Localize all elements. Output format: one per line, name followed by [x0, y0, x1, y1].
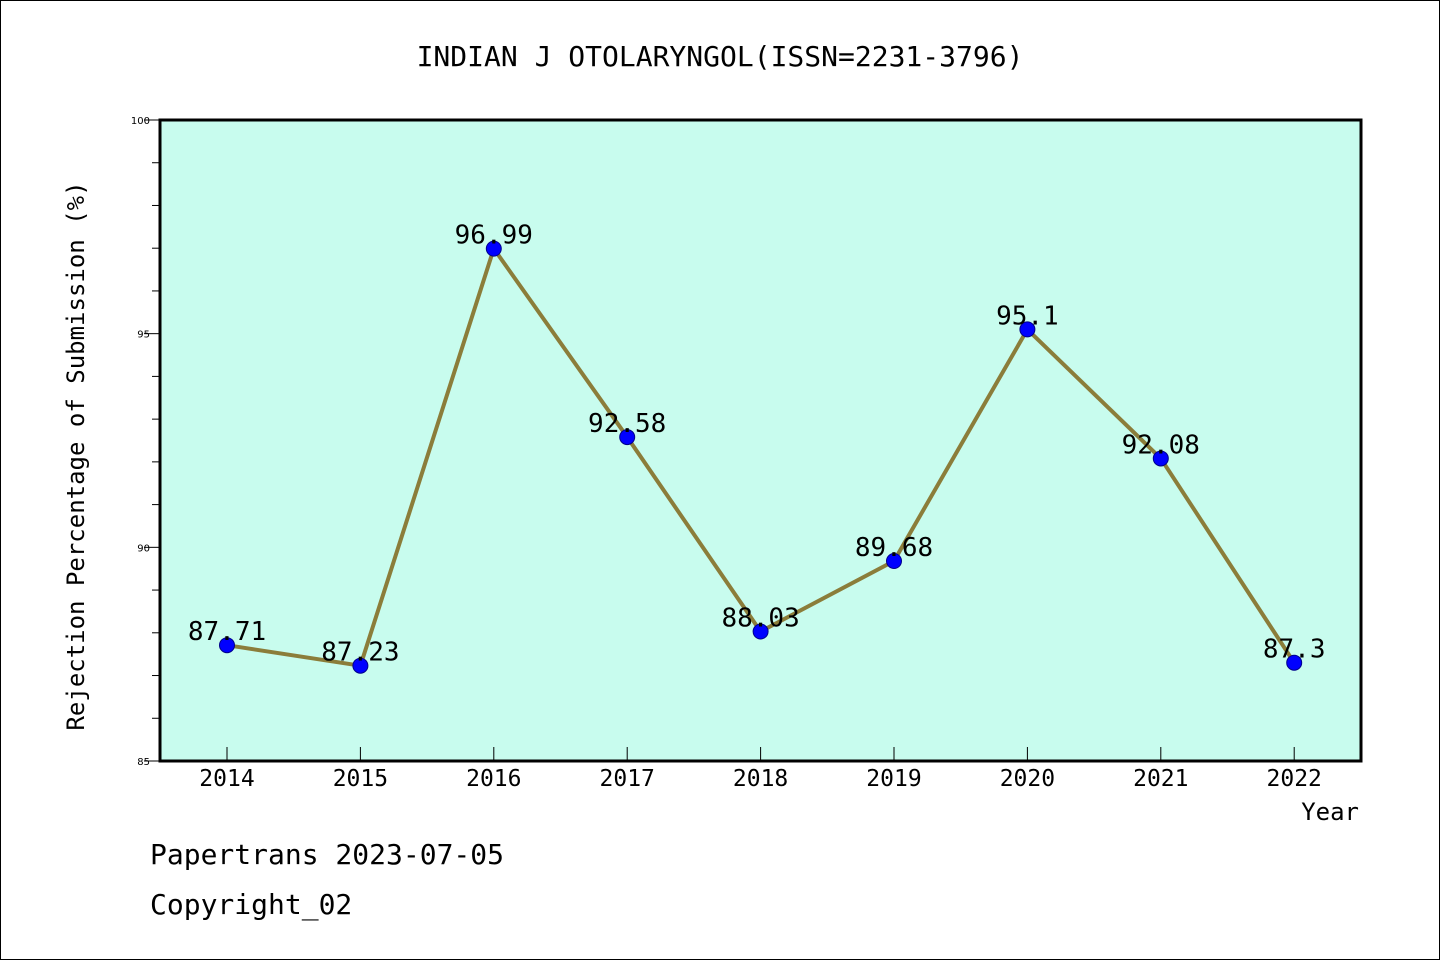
data-point — [485, 240, 502, 257]
x-tick-label: 2017 — [600, 766, 655, 792]
footer-copyright: Copyright_02 — [150, 888, 352, 922]
data-label: 87.71 — [188, 617, 266, 647]
data-label: 95.1 — [996, 301, 1059, 331]
footer-date: Papertrans 2023-07-05 — [150, 838, 504, 871]
x-tick-label: 2022 — [1267, 766, 1322, 792]
data-label: 96.99 — [455, 221, 533, 251]
data-label: 92.08 — [1122, 430, 1200, 460]
data-point — [1286, 654, 1303, 671]
data-label: 87.3 — [1263, 635, 1326, 665]
data-point — [219, 637, 235, 654]
y-axis-label: Rejection Percentage of Submission (%) — [62, 181, 90, 730]
data-labels: 87.71 87.23 96.99 92.58 88.03 89.68 95.1 92.08 8… — [188, 221, 1326, 668]
x-tick-label: 2016 — [466, 766, 521, 792]
y-tick-label: 90 — [137, 543, 150, 554]
data-label: 92.58 — [588, 409, 666, 439]
x-axis: 2014 2015 2016 2017 2018 2019 2020 2021 2022 — [199, 747, 1322, 792]
data-point — [1152, 450, 1169, 467]
y-tick-label: 95 — [137, 330, 150, 341]
x-tick-label: 2021 — [1133, 766, 1188, 792]
plot-area — [160, 120, 1361, 761]
data-point — [619, 429, 636, 446]
data-point — [1019, 321, 1036, 338]
y-axis: 85 90 95 100 — [131, 116, 159, 768]
x-tick-label: 2019 — [866, 766, 921, 792]
data-point — [752, 623, 769, 640]
data-point — [352, 657, 369, 674]
x-tick-label: 2020 — [1000, 766, 1055, 792]
y-tick-label: 100 — [131, 116, 150, 127]
data-point — [886, 553, 902, 570]
data-label: 87.23 — [321, 638, 399, 668]
x-axis-label: Year — [1301, 798, 1359, 826]
x-tick-label: 2015 — [333, 766, 388, 792]
x-tick-label: 2014 — [199, 766, 254, 792]
plot-border — [158, 118, 1363, 763]
data-label: 89.68 — [855, 533, 933, 563]
chart-title: INDIAN J OTOLARYNGOL(ISSN=2231-3796) — [417, 40, 1024, 73]
data-markers — [219, 240, 1303, 674]
data-label: 88.03 — [721, 604, 799, 634]
x-tick-label: 2018 — [733, 766, 788, 792]
y-tick-label: 85 — [137, 757, 150, 768]
